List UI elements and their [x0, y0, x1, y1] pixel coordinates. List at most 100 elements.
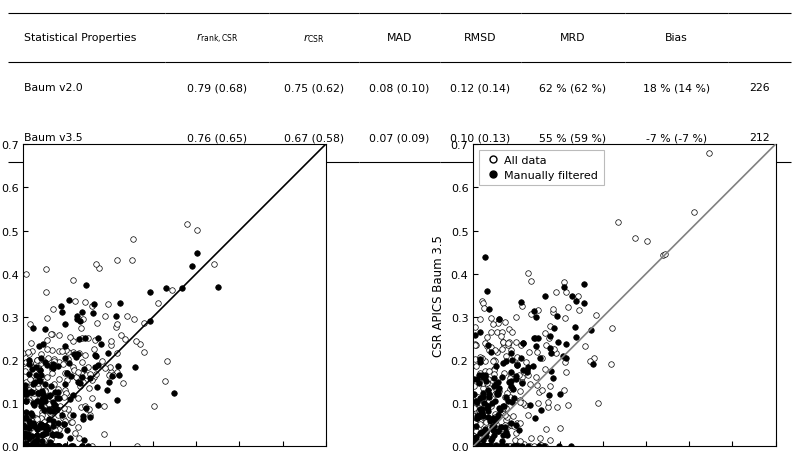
Point — [475, 443, 487, 450]
Point — [551, 313, 563, 320]
Point — [495, 423, 507, 431]
Point — [18, 427, 31, 434]
Point — [30, 441, 42, 448]
Point — [510, 376, 523, 383]
Point — [517, 340, 530, 347]
Point — [34, 402, 47, 410]
Point — [25, 443, 38, 450]
Point — [20, 408, 33, 415]
Point — [479, 340, 491, 347]
Point — [544, 332, 557, 340]
Point — [489, 398, 502, 405]
Point — [480, 443, 493, 450]
Point — [67, 392, 80, 399]
Point — [488, 366, 501, 373]
Point — [95, 358, 108, 365]
Point — [19, 359, 32, 366]
Point — [27, 402, 40, 409]
Point — [28, 394, 41, 401]
Point — [496, 443, 509, 450]
Point — [507, 422, 520, 429]
Point — [476, 442, 489, 449]
Point — [483, 443, 496, 450]
Point — [26, 324, 39, 331]
Point — [19, 442, 32, 449]
Point — [24, 443, 37, 450]
Point — [467, 383, 480, 390]
Point — [30, 443, 43, 450]
Point — [58, 394, 70, 401]
Point — [34, 371, 47, 378]
Point — [22, 386, 35, 393]
Point — [489, 357, 502, 364]
Point — [92, 361, 105, 368]
Point — [131, 443, 144, 450]
Point — [491, 390, 504, 397]
Point — [104, 364, 117, 371]
Point — [482, 368, 495, 375]
Point — [476, 443, 489, 450]
Point — [539, 443, 552, 450]
Point — [92, 402, 105, 409]
Point — [50, 443, 63, 450]
Point — [516, 374, 529, 381]
Point — [40, 266, 53, 273]
Point — [488, 443, 501, 450]
Point — [499, 416, 512, 423]
Point — [43, 443, 56, 450]
Point — [487, 383, 500, 390]
Point — [53, 332, 66, 339]
Point — [491, 388, 504, 395]
Point — [511, 443, 523, 450]
Point — [34, 360, 47, 367]
Point — [471, 414, 483, 422]
Point — [22, 443, 35, 450]
Point — [509, 339, 522, 346]
Point — [24, 412, 37, 419]
Point — [40, 429, 53, 437]
Point — [77, 413, 89, 420]
Point — [529, 335, 542, 342]
Point — [469, 440, 482, 447]
Point — [473, 429, 486, 437]
Point — [559, 288, 572, 295]
Point — [478, 425, 491, 433]
Point — [20, 271, 33, 278]
Point — [17, 349, 30, 356]
Point — [160, 285, 173, 292]
Point — [105, 369, 117, 376]
Point — [517, 367, 530, 374]
Point — [479, 433, 492, 440]
Point — [487, 423, 500, 430]
Point — [495, 443, 507, 450]
Point — [22, 443, 35, 450]
Point — [50, 406, 63, 413]
Point — [50, 395, 63, 402]
Point — [25, 443, 38, 450]
Point — [470, 414, 483, 422]
Point — [62, 349, 74, 356]
Point — [487, 414, 499, 422]
Point — [62, 356, 74, 363]
Point — [42, 443, 54, 450]
Point — [40, 423, 53, 431]
Point — [22, 443, 35, 450]
Point — [49, 390, 62, 397]
Point — [469, 331, 482, 339]
Point — [475, 405, 488, 412]
Point — [68, 350, 81, 357]
Point — [175, 285, 188, 292]
Point — [46, 347, 58, 354]
Point — [22, 443, 34, 450]
Point — [76, 415, 89, 423]
Point — [495, 424, 507, 431]
Point — [641, 238, 654, 245]
Point — [20, 443, 33, 450]
Point — [471, 443, 484, 450]
Point — [18, 443, 31, 450]
Point — [543, 323, 556, 330]
Point — [511, 419, 523, 427]
Point — [499, 393, 511, 400]
Point — [56, 422, 69, 429]
Point — [34, 366, 46, 373]
